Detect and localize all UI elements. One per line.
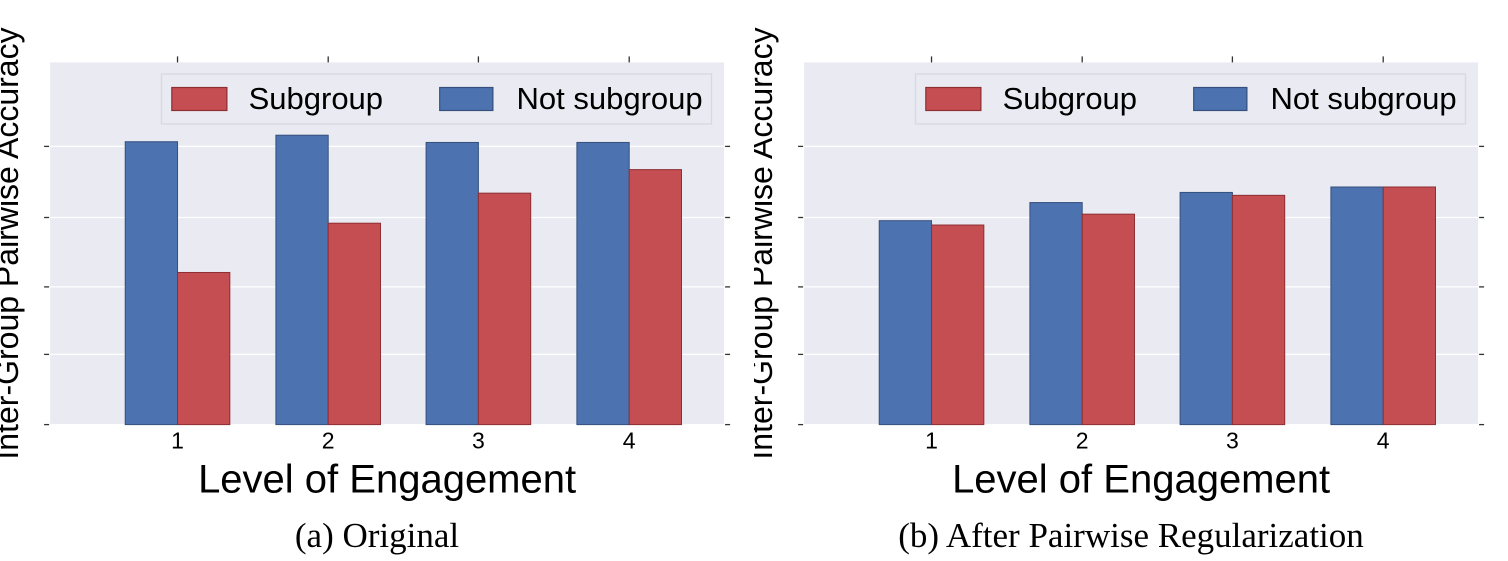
svg-text:2: 2: [322, 428, 335, 454]
svg-text:Level of Engagement: Level of Engagement: [198, 458, 576, 502]
svg-text:Not subgroup: Not subgroup: [517, 81, 703, 116]
svg-text:Level of Engagement: Level of Engagement: [952, 458, 1330, 502]
svg-text:(a) Original: (a) Original: [295, 516, 460, 555]
svg-text:(b) After Pairwise Regularizat: (b) After Pairwise Regularization: [898, 516, 1364, 555]
svg-text:1: 1: [171, 428, 184, 454]
svg-text:4: 4: [623, 428, 636, 454]
svg-text:Inter-Group Pairwise Accuracy: Inter-Group Pairwise Accuracy: [0, 27, 25, 459]
svg-text:Not subgroup: Not subgroup: [1271, 81, 1457, 116]
svg-text:4: 4: [1377, 428, 1390, 454]
svg-text:Inter-Group Pairwise Accuracy: Inter-Group Pairwise Accuracy: [754, 27, 779, 459]
svg-text:Subgroup: Subgroup: [249, 81, 383, 116]
svg-text:Subgroup: Subgroup: [1003, 81, 1137, 116]
svg-text:2: 2: [1076, 428, 1089, 454]
svg-text:3: 3: [1226, 428, 1239, 454]
svg-text:3: 3: [472, 428, 485, 454]
svg-text:1: 1: [925, 428, 938, 454]
